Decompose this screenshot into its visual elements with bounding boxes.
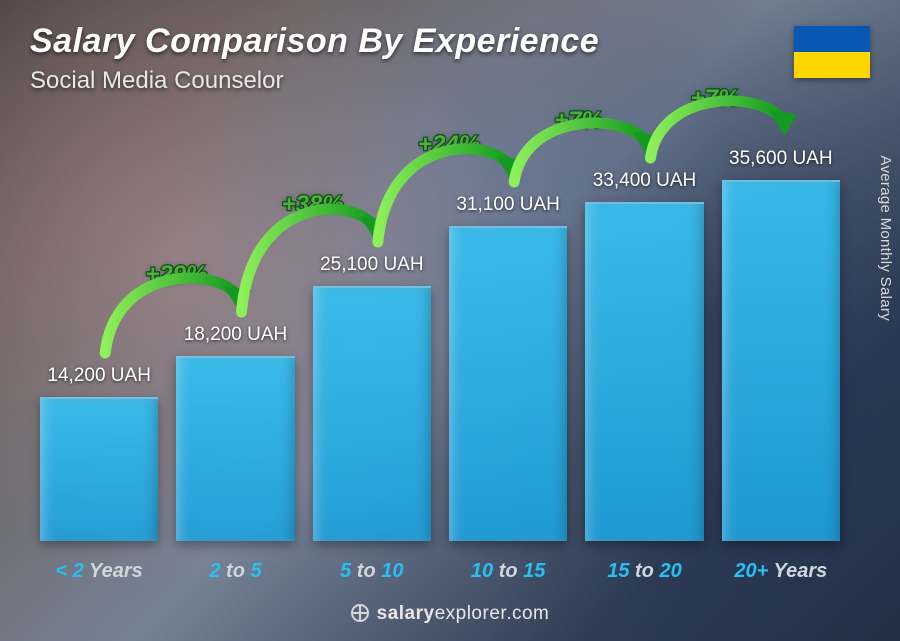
bar-chart: 14,200 UAH18,200 UAH25,100 UAH31,100 UAH… — [40, 140, 840, 541]
chart-title: Salary Comparison By Experience — [30, 22, 599, 61]
brand-bold: salary — [377, 603, 435, 624]
delta-percent-badge: +7% — [687, 84, 744, 114]
bar-column: 25,100 UAH — [313, 254, 431, 541]
bar — [176, 356, 294, 541]
bar-column: 35,600 UAH — [722, 148, 840, 541]
globe-icon — [351, 604, 369, 622]
title-block: Salary Comparison By Experience Social M… — [30, 22, 599, 95]
y-axis-label: Average Monthly Salary — [878, 155, 895, 321]
chart-subtitle: Social Media Counselor — [30, 67, 599, 95]
x-axis-label: 2 to 5 — [176, 560, 294, 583]
bar — [585, 202, 703, 541]
bar-column: 14,200 UAH — [40, 365, 158, 541]
x-axis-label: 10 to 15 — [449, 560, 567, 583]
flag-bottom-stripe — [794, 52, 870, 78]
x-axis-label: 5 to 10 — [313, 560, 431, 583]
country-flag-ukraine — [794, 26, 870, 78]
bar-column: 31,100 UAH — [449, 194, 567, 541]
delta-arrowhead — [769, 110, 797, 136]
brand-rest: explorer — [435, 603, 507, 624]
bar — [313, 286, 431, 541]
flag-top-stripe — [794, 26, 870, 52]
infographic-stage: Salary Comparison By Experience Social M… — [0, 0, 900, 641]
x-axis-label: < 2 Years — [40, 560, 158, 583]
delta-percent-badge: +7% — [550, 106, 607, 136]
bars-container: 14,200 UAH18,200 UAH25,100 UAH31,100 UAH… — [40, 140, 840, 541]
x-axis-label: 15 to 20 — [585, 560, 703, 583]
bar — [40, 397, 158, 541]
bar — [449, 226, 567, 541]
x-axis-label: 20+ Years — [722, 560, 840, 583]
bar-column: 18,200 UAH — [176, 324, 294, 541]
bar — [722, 180, 840, 541]
brand-tld: .com — [506, 603, 549, 624]
x-axis: < 2 Years 2 to 5 5 to 10 10 to 15 15 to 20 20… — [40, 560, 840, 583]
footer-attribution: salaryexplorer.com — [0, 603, 900, 625]
bar-column: 33,400 UAH — [585, 170, 703, 541]
